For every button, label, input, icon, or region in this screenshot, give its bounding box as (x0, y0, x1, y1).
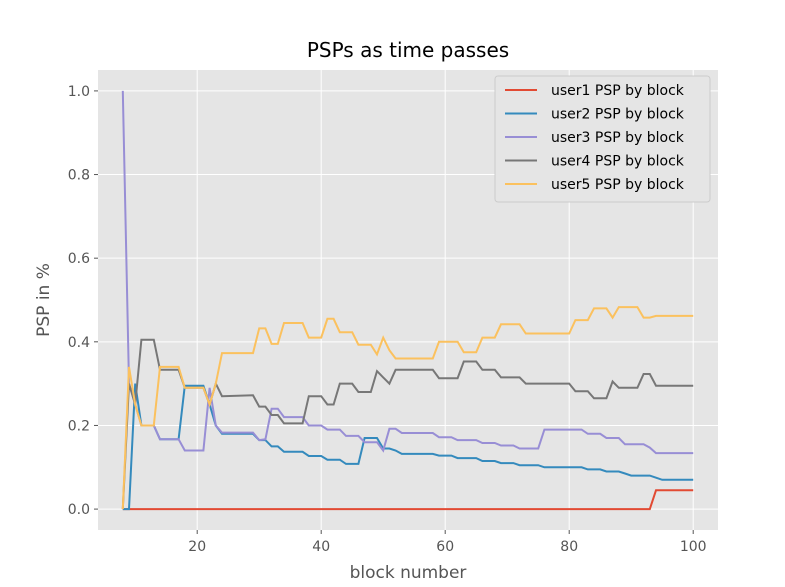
x-tick-label: 20 (188, 539, 206, 555)
legend-label-user2: user2 PSP by block (551, 107, 685, 123)
y-tick-label: 0.8 (68, 168, 90, 184)
y-axis-label: PSP in % (34, 263, 54, 337)
series-line-user5 (121, 306, 694, 510)
legend-label-user5: user5 PSP by block (551, 177, 685, 193)
y-tick-labels: 0.0 0.2 0.4 0.6 0.8 1.0 (68, 84, 98, 518)
x-tick-labels: 20 40 60 80 100 (188, 530, 707, 555)
legend-box (494, 75, 711, 203)
x-tick-label: 40 (312, 539, 330, 555)
legend-label-user3: user3 PSP by block (551, 130, 685, 146)
x-axis-label: block number (350, 563, 467, 583)
legend-label-user1: user1 PSP by block (551, 83, 685, 99)
series-lines (121, 90, 694, 511)
series-line-user3 (121, 90, 694, 455)
x-tick-label: 80 (560, 539, 578, 555)
legend: user1 PSP by block user2 PSP by block user… (494, 75, 711, 203)
y-tick-label: 1.0 (68, 84, 90, 100)
y-tick-label: 0.4 (68, 335, 90, 351)
x-tick-label: 60 (436, 539, 454, 555)
legend-label-user4: user4 PSP by block (551, 154, 685, 170)
chart-title: PSPs as time passes (307, 38, 509, 62)
y-tick-label: 0.0 (68, 502, 90, 518)
x-tick-label: 100 (680, 539, 707, 555)
y-tick-label: 0.2 (68, 418, 90, 434)
y-tick-label: 0.6 (68, 251, 90, 267)
